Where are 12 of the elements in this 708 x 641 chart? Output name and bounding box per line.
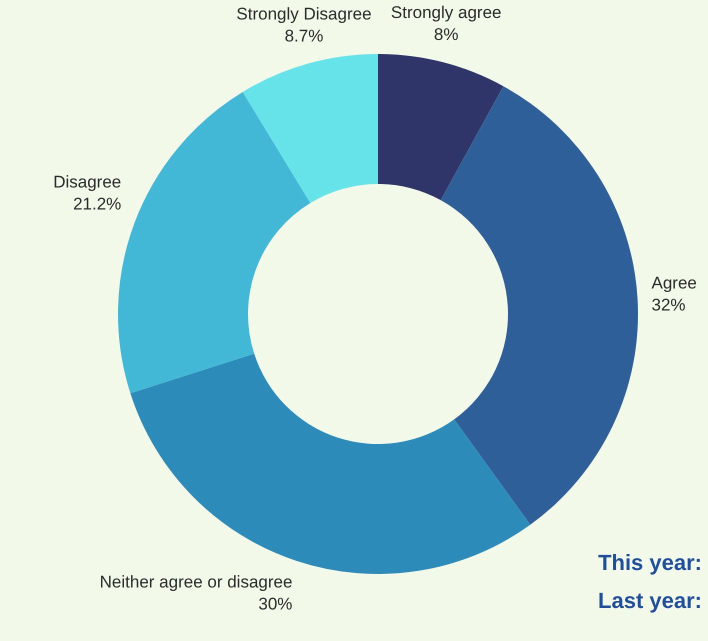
slice-label: Agree bbox=[651, 273, 697, 292]
slice-label: Disagree bbox=[53, 172, 122, 192]
text: Last year: bbox=[598, 588, 702, 614]
slice-label: Strongly Disagree bbox=[236, 4, 372, 24]
data-label: 21.2% bbox=[73, 194, 122, 214]
text: This year: bbox=[598, 550, 702, 576]
slice-label: Neither agree or disagree bbox=[100, 572, 292, 592]
data-label: 32% bbox=[651, 295, 686, 314]
data-label: 8.7% bbox=[284, 26, 324, 46]
data-label: 30% bbox=[258, 594, 292, 614]
data-label: 8% bbox=[434, 24, 458, 44]
slice-label: Strongly agree bbox=[390, 2, 502, 22]
